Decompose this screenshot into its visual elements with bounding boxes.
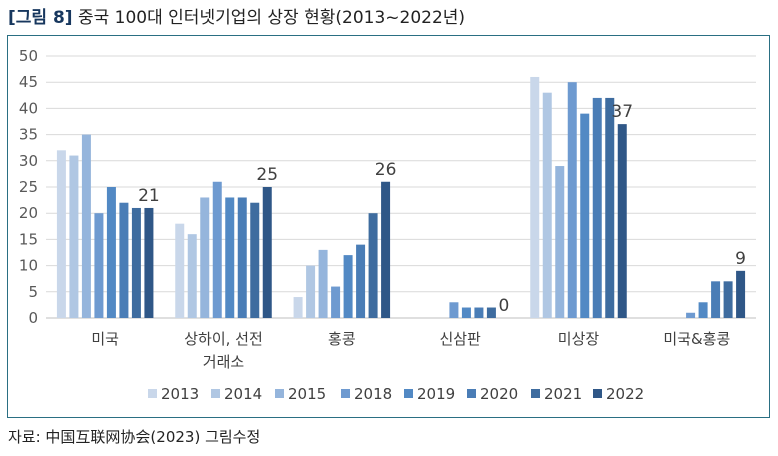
data-label: 9 — [735, 249, 746, 269]
bar — [592, 97, 602, 318]
bar — [262, 187, 272, 318]
y-tick-label: 35 — [19, 126, 38, 144]
y-tick-label: 30 — [19, 152, 38, 170]
y-tick-label: 10 — [19, 257, 38, 275]
figure-heading: 중국 100대 인터넷기업의 상장 현황(2013~2022년) — [77, 8, 466, 28]
category-label: 홍콩 — [328, 330, 356, 348]
bar — [212, 181, 222, 318]
legend-swatch — [275, 389, 284, 398]
bar — [736, 270, 746, 318]
data-label: 26 — [375, 160, 397, 180]
legend-label: 2014 — [224, 385, 262, 403]
bar — [686, 312, 696, 318]
bar — [144, 207, 154, 318]
bar — [318, 249, 328, 318]
data-label: 0 — [499, 296, 510, 316]
legend-swatch — [148, 389, 157, 398]
bar — [368, 213, 378, 318]
legend-label: 2019 — [417, 385, 455, 403]
category-label: 상하이, 선전 — [184, 330, 263, 348]
bar — [486, 307, 496, 318]
legend-label: 2015 — [288, 385, 326, 403]
category-label: 미상장 — [558, 330, 600, 348]
bar — [555, 166, 565, 318]
bar — [106, 187, 116, 318]
y-tick-label: 15 — [19, 230, 38, 248]
bar — [461, 307, 471, 318]
legend-swatch — [467, 389, 476, 398]
legend-swatch — [593, 389, 602, 398]
y-tick-label: 45 — [19, 73, 38, 91]
bar — [331, 286, 341, 318]
y-tick-label: 0 — [28, 309, 38, 327]
bar — [530, 76, 540, 319]
legend-label: 2021 — [544, 385, 582, 403]
bar — [131, 207, 141, 318]
legend-swatch — [211, 389, 220, 398]
bar — [293, 297, 303, 318]
bar — [381, 181, 391, 318]
bar — [698, 302, 708, 318]
y-tick-label: 50 — [19, 47, 38, 65]
bar — [449, 302, 459, 318]
figure-label: [그림 8] — [8, 8, 73, 28]
bar — [306, 265, 316, 318]
legend-swatch — [531, 389, 540, 398]
bar — [200, 197, 210, 318]
bar — [94, 213, 104, 318]
bar — [580, 113, 590, 318]
bar — [69, 155, 79, 318]
bar — [187, 234, 197, 318]
legend-label: 2020 — [480, 385, 518, 403]
bar — [119, 202, 129, 318]
bar — [474, 307, 484, 318]
bar — [605, 97, 615, 318]
bar — [567, 82, 577, 318]
bar — [81, 134, 91, 318]
legend-label: 2013 — [161, 385, 199, 403]
bar — [343, 255, 353, 318]
bar — [723, 281, 733, 318]
bar — [711, 281, 721, 318]
figure-title: [그림 8] 중국 100대 인터넷기업의 상장 현황(2013~2022년) — [8, 3, 465, 28]
chart-frame — [7, 35, 770, 418]
legend-swatch — [341, 389, 350, 398]
y-tick-label: 5 — [28, 283, 38, 301]
category-label: 미국 — [91, 330, 119, 348]
data-label: 25 — [256, 165, 278, 185]
bar — [56, 150, 66, 318]
bar — [250, 202, 260, 318]
bar — [237, 197, 247, 318]
bar — [225, 197, 235, 318]
y-tick-label: 25 — [19, 178, 38, 196]
y-tick-label: 40 — [19, 99, 38, 117]
bar — [356, 244, 366, 318]
bar — [617, 124, 627, 319]
legend-label: 2022 — [606, 385, 644, 403]
category-label: 미국&홍콩 — [663, 330, 730, 348]
legend-swatch — [404, 389, 413, 398]
bar — [175, 223, 185, 318]
bar — [542, 92, 552, 319]
data-label: 37 — [611, 102, 633, 122]
category-label: 신삼판 — [439, 330, 481, 348]
source-note: 자료: 中国互联网协会(2023) 그림수정 — [8, 428, 261, 446]
category-label: 거래소 — [203, 353, 245, 371]
y-tick-label: 20 — [19, 204, 38, 222]
data-label: 21 — [138, 186, 160, 206]
legend-label: 2018 — [354, 385, 392, 403]
